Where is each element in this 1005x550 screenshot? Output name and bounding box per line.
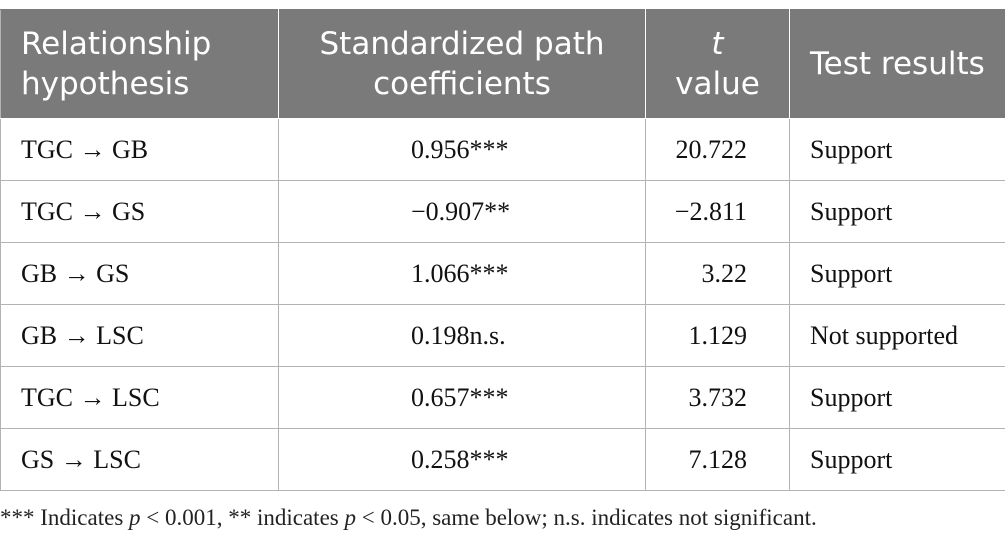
cell-t-value: 3.732 [645,366,790,429]
header-standardized-path-coefficients: Standardized path coefficients [278,9,646,119]
cell-coefficient: 0.258*** [278,428,646,491]
header-test-results: Test results [789,9,1005,119]
cell-result: Not supported [789,304,1005,367]
table-row: GS → LSC 0.258*** 7.128 Support [0,428,1005,491]
cell-coefficient: 0.198n.s. [278,304,646,367]
cell-coefficient: 0.956*** [278,118,646,181]
footnote-p-symbol: p [129,505,141,530]
table-row: TGC → GS −0.907** −2.811 Support [0,180,1005,243]
cell-coefficient: 1.066*** [278,242,646,305]
footnote-part2: < 0.001, ** indicates [140,505,345,530]
cell-hypothesis: TGC → GS [0,180,279,243]
footnote-part3: < 0.05, same below; n.s. indicates not s… [355,505,817,530]
table-row: GB → GS 1.066*** 3.22 Support [0,242,1005,305]
header-value-label: value [675,66,760,102]
cell-result: Support [789,428,1005,491]
cell-hypothesis: GB → LSC [0,304,279,367]
table-row: TGC → LSC 0.657*** 3.732 Support [0,366,1005,429]
header-relationship-hypothesis: Relationship hypothesis [0,9,279,119]
cell-hypothesis: GS → LSC [0,428,279,491]
table-row: GB → LSC 0.198n.s. 1.129 Not supported [0,304,1005,367]
table-row: TGC → GB 0.956*** 20.722 Support [0,118,1005,181]
cell-t-value: 1.129 [645,304,790,367]
cell-t-value: −2.811 [645,180,790,243]
table-footnote: *** Indicates p < 0.001, ** indicates p … [0,505,1005,531]
cell-t-value: 3.22 [645,242,790,305]
header-row: Relationship hypothesis Standardized pat… [0,9,1005,119]
cell-coefficient: 0.657*** [278,366,646,429]
footnote-part1: *** Indicates [0,505,130,530]
cell-result: Support [789,118,1005,181]
header-t-value: t value [645,9,790,119]
cell-hypothesis: TGC → GB [0,118,279,181]
footnote-p-symbol: p [344,505,356,530]
header-t-symbol: t [711,26,724,62]
cell-hypothesis: TGC → LSC [0,366,279,429]
cell-result: Support [789,242,1005,305]
cell-t-value: 7.128 [645,428,790,491]
cell-result: Support [789,366,1005,429]
cell-t-value: 20.722 [645,118,790,181]
cell-coefficient: −0.907** [278,180,646,243]
results-table: Relationship hypothesis Standardized pat… [0,9,1005,491]
cell-result: Support [789,180,1005,243]
cell-hypothesis: GB → GS [0,242,279,305]
